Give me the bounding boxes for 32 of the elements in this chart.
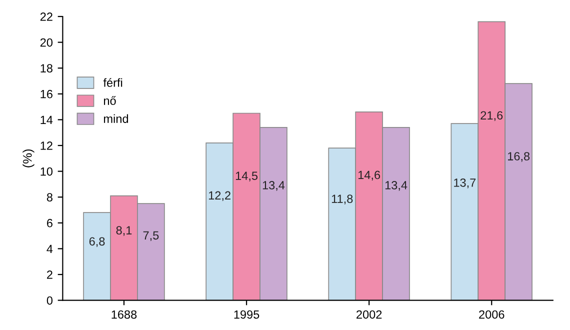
y-tick-label: 0 (46, 296, 53, 305)
legend-label: mind (104, 114, 128, 123)
y-tick-label: 20 (40, 38, 53, 47)
data-label: 14,5 (236, 172, 258, 182)
data-label: 7,5 (143, 231, 159, 242)
y-tick-label: 10 (40, 167, 53, 176)
x-tick-label: 2002 (356, 310, 382, 319)
y-tick-label: 4 (46, 244, 53, 253)
y-tick-label: 16 (40, 90, 52, 98)
legend-label: férfi (103, 78, 122, 87)
y-tick-label: 6 (47, 218, 52, 228)
y-tick-label: 22 (40, 12, 52, 21)
data-label: 14,6 (358, 170, 380, 181)
y-tick-label: 18 (40, 64, 52, 72)
x-tick-label: 1688 (112, 310, 137, 319)
data-label: 21,6 (480, 111, 503, 121)
data-label: 13,4 (262, 181, 285, 191)
x-tick-label: 2006 (479, 310, 504, 319)
y-tick-label: 8 (46, 193, 52, 202)
y-tick-label: 12 (40, 142, 52, 150)
data-label: 8,1 (116, 226, 132, 236)
y-axis-title: (%) (22, 149, 34, 168)
legend-label: nő (104, 96, 116, 105)
data-label: 11,8 (332, 194, 353, 204)
x-tick-label: 1995 (234, 310, 260, 319)
data-label: 16,8 (508, 152, 530, 162)
y-tick-label: 14 (40, 116, 53, 124)
y-tick-label: 2 (47, 270, 52, 279)
data-label: 12,2 (208, 191, 230, 201)
data-label: 13,4 (385, 181, 408, 191)
data-label: 6,8 (89, 237, 105, 247)
data-label: 13,7 (454, 178, 476, 188)
